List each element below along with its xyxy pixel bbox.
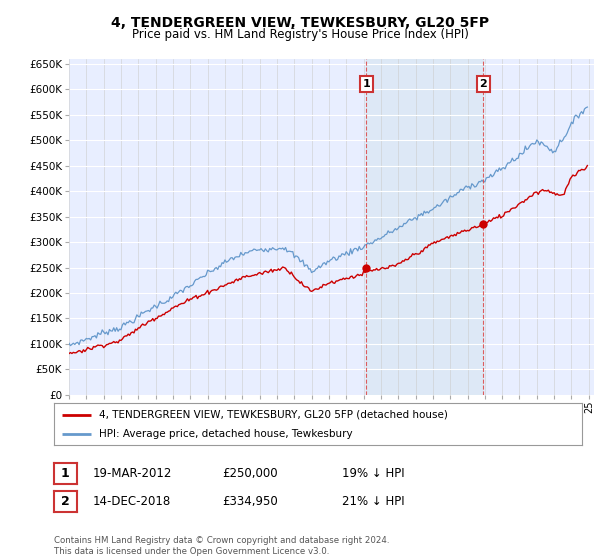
Text: 1: 1 [61,467,70,480]
Text: 19-MAR-2012: 19-MAR-2012 [93,466,172,480]
Text: £250,000: £250,000 [222,466,278,480]
Bar [367,59,484,395]
Text: 21% ↓ HPI: 21% ↓ HPI [342,494,404,508]
Text: 2: 2 [61,495,70,508]
Text: Contains HM Land Registry data © Crown copyright and database right 2024.
This d: Contains HM Land Registry data © Crown c… [54,536,389,556]
Text: Price paid vs. HM Land Registry's House Price Index (HPI): Price paid vs. HM Land Registry's House … [131,28,469,41]
Text: HPI: Average price, detached house, Tewkesbury: HPI: Average price, detached house, Tewk… [99,429,353,439]
Text: 2: 2 [479,80,487,89]
Text: £334,950: £334,950 [222,494,278,508]
Text: 4, TENDERGREEN VIEW, TEWKESBURY, GL20 5FP (detached house): 4, TENDERGREEN VIEW, TEWKESBURY, GL20 5F… [99,409,448,419]
Text: 4, TENDERGREEN VIEW, TEWKESBURY, GL20 5FP: 4, TENDERGREEN VIEW, TEWKESBURY, GL20 5F… [111,16,489,30]
Text: 14-DEC-2018: 14-DEC-2018 [93,494,171,508]
Text: 1: 1 [362,80,370,89]
Text: 19% ↓ HPI: 19% ↓ HPI [342,466,404,480]
